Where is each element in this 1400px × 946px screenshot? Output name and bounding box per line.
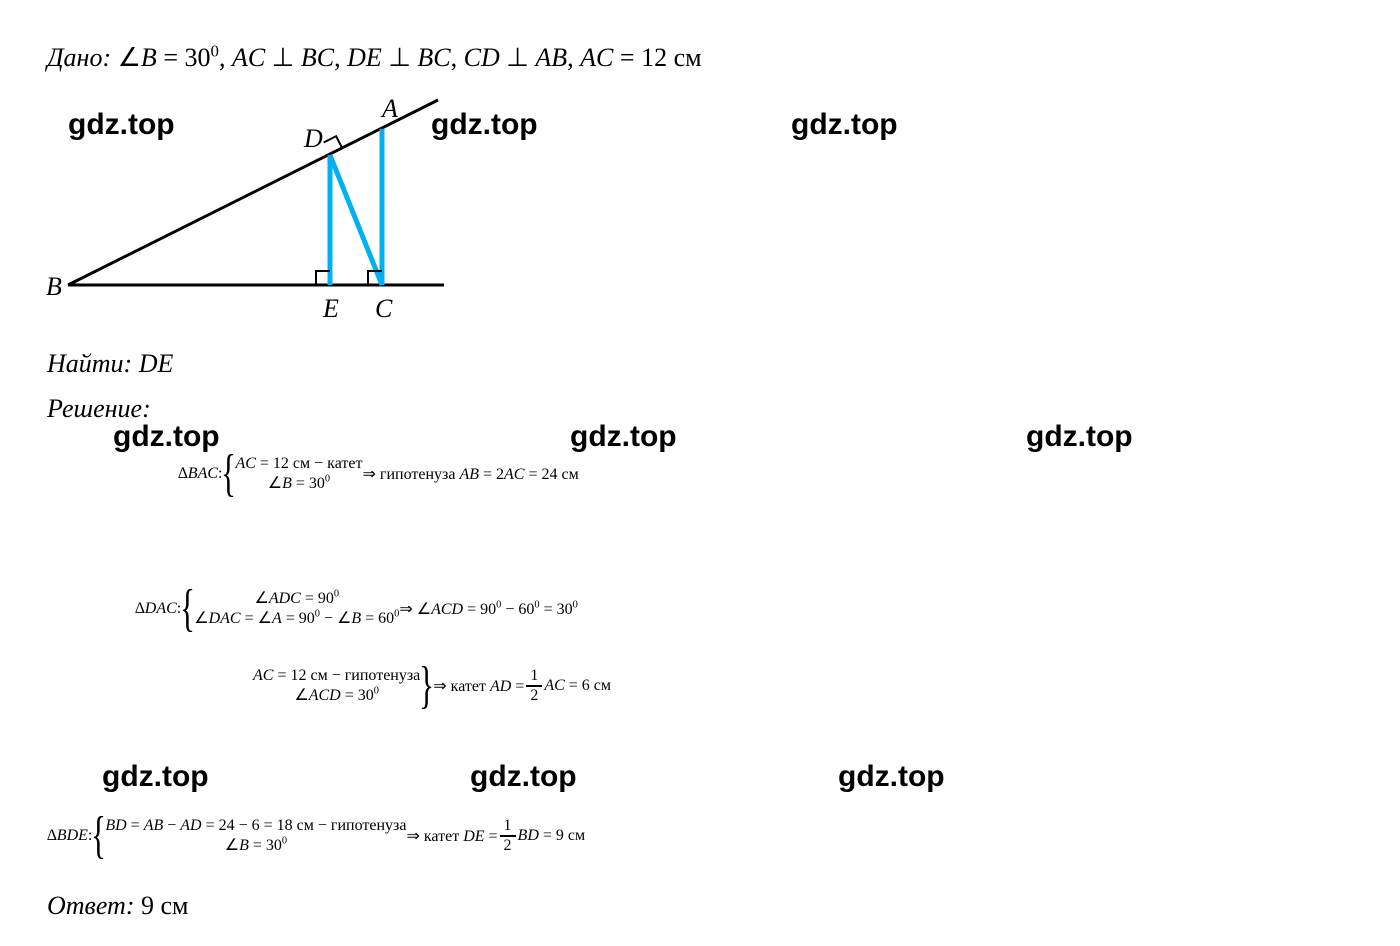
triangle-bde-prefix: ∆BDE: (47, 827, 92, 845)
triangle-dac-cases: ∠ADC = 900 ∠DAC = ∠A = 900 − ∠B = 600 (194, 589, 399, 629)
right-brace: } (419, 660, 434, 712)
watermark: gdz.top (791, 108, 898, 142)
triangle-bde-result-suffix: BD = 9 см (518, 827, 586, 845)
triangle-dac-row: ∆DAC: { ∠ADC = 900 ∠DAC = ∠A = 900 − ∠B … (135, 583, 578, 635)
svg-text:E: E (322, 294, 339, 323)
triangle-bac-row: ∆BAC: { AC = 12 см − катет ∠B = 300 ⇒ ги… (178, 448, 579, 500)
given-line: Дано: ∠B = 300, AC ⊥ BC, DE ⊥ BC, CD ⊥ A… (47, 43, 702, 73)
find-label: Найти: (47, 349, 132, 378)
triangle-dac-case2: ∠DAC = ∠A = 900 − ∠B = 600 (194, 609, 399, 629)
triangle-bac-case2: ∠B = 300 (268, 474, 330, 494)
fraction-num: 1 (526, 668, 542, 684)
triangle-dac-case1: ∠ADC = 900 (254, 589, 339, 609)
triangle-dac2-result-prefix: ⇒ катет AD = (433, 676, 524, 696)
watermark: gdz.top (102, 760, 209, 794)
triangle-bde-result-prefix: ⇒ катет DE = (406, 826, 497, 846)
find-line: Найти: DE (47, 349, 173, 379)
fraction-one-half: 1 2 (500, 818, 516, 854)
triangle-dac2-cases: AC = 12 см − гипотенуза ∠ACD = 300 (253, 666, 420, 706)
find-body: DE (139, 349, 174, 378)
triangle-dac2-case2: ∠ACD = 300 (294, 686, 379, 706)
triangle-bde-case2: ∠B = 300 (225, 836, 287, 856)
triangle-dac-result: ⇒ ∠ACD = 900 − 600 = 300 (399, 599, 577, 619)
answer-body: 9 см (141, 891, 189, 920)
given-label: Дано: (47, 43, 111, 72)
svg-text:D: D (303, 124, 323, 153)
watermark: gdz.top (1026, 420, 1133, 454)
svg-text:C: C (375, 294, 393, 323)
fraction-one-half: 1 2 (526, 668, 542, 704)
triangle-bde-case1: BD = AB − AD = 24 − 6 = 18 см − гипотену… (105, 816, 406, 836)
fraction-den: 2 (500, 838, 516, 854)
watermark: gdz.top (838, 760, 945, 794)
triangle-bac-result: ⇒ гипотенуза AB = 2AC = 24 см (362, 464, 578, 484)
triangle-bac-prefix: ∆BAC: (178, 465, 222, 483)
geometry-diagram: B A E C D (42, 95, 472, 335)
fraction-den: 2 (526, 688, 542, 704)
triangle-dac2-case1: AC = 12 см − гипотенуза (253, 666, 420, 686)
svg-text:A: A (380, 95, 398, 123)
triangle-dac2-result-suffix: AC = 6 см (544, 677, 611, 695)
triangle-bde-cases: BD = AB − AD = 24 − 6 = 18 см − гипотену… (105, 816, 406, 856)
fraction-num: 1 (500, 818, 516, 834)
given-body: ∠B = 300, AC ⊥ BC, DE ⊥ BC, CD ⊥ AB, AC … (118, 43, 702, 72)
svg-text:B: B (46, 272, 62, 301)
answer-line: Ответ: 9 см (47, 891, 188, 921)
left-brace: { (221, 448, 236, 500)
triangle-bac-case1: AC = 12 см − катет (235, 454, 362, 474)
triangle-dac-prefix: ∆DAC: (135, 600, 181, 618)
left-brace: { (180, 583, 195, 635)
triangle-bac-cases: AC = 12 см − катет ∠B = 300 (235, 454, 362, 494)
left-brace: { (91, 810, 106, 862)
watermark: gdz.top (570, 420, 677, 454)
answer-label: Ответ: (47, 891, 134, 920)
triangle-dac-row2: AC = 12 см − гипотенуза ∠ACD = 300 } ⇒ к… (253, 660, 611, 712)
watermark: gdz.top (470, 760, 577, 794)
triangle-bde-row: ∆BDE: { BD = AB − AD = 24 − 6 = 18 см − … (47, 810, 585, 862)
